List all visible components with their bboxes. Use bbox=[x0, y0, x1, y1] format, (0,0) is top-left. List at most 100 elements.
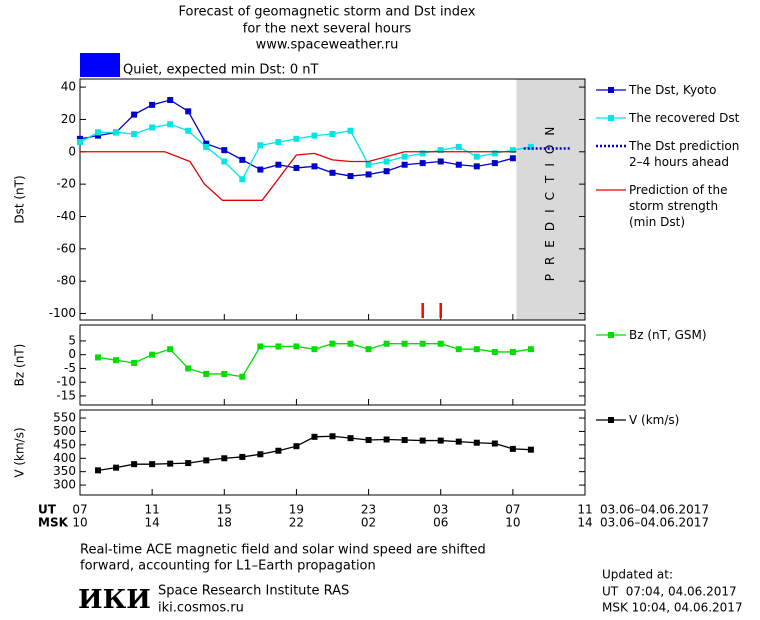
data-point bbox=[329, 130, 336, 137]
data-point bbox=[383, 168, 390, 175]
y-tick-label: -20 bbox=[56, 177, 76, 191]
data-point bbox=[329, 340, 336, 347]
x2-tick-label: 18 bbox=[217, 516, 232, 530]
data-point bbox=[293, 343, 300, 350]
data-point bbox=[491, 150, 498, 157]
x-tick-label: 07 bbox=[72, 503, 87, 517]
data-point bbox=[167, 97, 174, 104]
data-point bbox=[239, 156, 246, 163]
data-point bbox=[95, 467, 102, 474]
data-point bbox=[77, 135, 83, 142]
quiet-label: Quiet, expected min Dst: 0 nT bbox=[123, 63, 318, 78]
data-point bbox=[149, 351, 156, 358]
y-tick-label: 0 bbox=[68, 144, 76, 158]
data-point bbox=[275, 139, 282, 146]
x2-tick-label: 10 bbox=[72, 516, 87, 530]
data-point bbox=[401, 437, 408, 444]
x-tick-label: 19 bbox=[289, 503, 304, 517]
data-point bbox=[419, 437, 426, 444]
y-axis-label: V (km/s) bbox=[13, 427, 27, 477]
data-point bbox=[347, 173, 354, 180]
series-line bbox=[97, 435, 531, 471]
title: Forecast of geomagnetic storm and Dst in… bbox=[178, 5, 475, 20]
x2-tick-label: 22 bbox=[289, 516, 304, 530]
data-point bbox=[509, 348, 516, 355]
updated: Updated at: bbox=[602, 568, 673, 582]
y-tick-label: 0 bbox=[68, 347, 76, 361]
data-point bbox=[131, 130, 138, 137]
plot-frame bbox=[79, 409, 586, 496]
data-point bbox=[383, 340, 390, 347]
data-point bbox=[113, 129, 120, 136]
data-point bbox=[275, 161, 282, 168]
legend-label: Prediction of the storm strength (min Dst) bbox=[629, 183, 728, 229]
date-range: 03.06–04.06.2017 bbox=[600, 503, 709, 517]
y-tick-label: -15 bbox=[56, 388, 76, 402]
x-tick-label: 03 bbox=[433, 503, 448, 517]
data-point bbox=[239, 176, 246, 183]
data-point bbox=[221, 455, 228, 462]
data-point bbox=[185, 127, 192, 134]
data-point bbox=[437, 437, 444, 444]
data-point bbox=[203, 370, 210, 377]
data-point bbox=[365, 437, 372, 444]
data-point bbox=[491, 160, 498, 167]
y-tick-label: 400 bbox=[53, 451, 76, 465]
data-point bbox=[131, 461, 138, 468]
data-point bbox=[257, 343, 264, 350]
updated: UT 07:04, 04.06.2017 bbox=[602, 585, 737, 599]
data-point bbox=[455, 438, 462, 445]
data-point bbox=[167, 346, 174, 353]
data-point bbox=[365, 161, 372, 168]
x-row-label: UT bbox=[38, 503, 57, 517]
updated: MSK 10:04, 04.06.2017 bbox=[602, 601, 743, 615]
data-point bbox=[365, 171, 372, 178]
y-tick-label: -5 bbox=[64, 361, 76, 375]
data-point bbox=[131, 111, 138, 118]
legend-marker bbox=[608, 417, 614, 423]
y-tick-label: 450 bbox=[53, 437, 76, 451]
y-axis-label: Dst (nT) bbox=[13, 175, 27, 223]
data-point bbox=[113, 464, 120, 471]
data-point bbox=[455, 161, 462, 168]
data-point bbox=[311, 163, 318, 170]
x-tick-label: 07 bbox=[505, 503, 520, 517]
data-point bbox=[221, 147, 228, 154]
data-point bbox=[401, 340, 408, 347]
data-point bbox=[203, 143, 210, 150]
data-point bbox=[347, 127, 354, 134]
prediction-zone bbox=[516, 79, 585, 320]
data-point bbox=[437, 158, 444, 165]
data-point bbox=[257, 166, 264, 173]
data-point bbox=[347, 340, 354, 347]
data-point bbox=[239, 453, 246, 460]
legend-marker bbox=[608, 115, 614, 121]
data-point bbox=[329, 169, 336, 176]
data-point bbox=[311, 346, 318, 353]
quiet-swatch bbox=[80, 53, 120, 77]
series-line bbox=[79, 123, 532, 181]
institute: Space Research Institute RAS bbox=[158, 584, 349, 599]
y-tick-label: 20 bbox=[61, 112, 76, 126]
legend-label: The Dst, Kyoto bbox=[628, 83, 716, 97]
plot-frame bbox=[79, 78, 586, 321]
x2-tick-label: 14 bbox=[145, 516, 160, 530]
y-tick-label: 550 bbox=[53, 411, 76, 425]
site: iki.cosmos.ru bbox=[158, 601, 244, 616]
data-point bbox=[473, 153, 480, 160]
x2-tick-label: 06 bbox=[433, 516, 448, 530]
data-point bbox=[329, 433, 336, 440]
note: forward, accounting for L1–Earth propaga… bbox=[80, 559, 376, 574]
plot-frame bbox=[79, 324, 586, 406]
x2-tick-label: 10 bbox=[505, 516, 520, 530]
data-point bbox=[455, 346, 462, 353]
series-line bbox=[80, 151, 517, 201]
data-point bbox=[509, 147, 516, 154]
legend-marker bbox=[608, 332, 614, 338]
y-tick-label: 40 bbox=[61, 80, 76, 94]
data-point bbox=[491, 348, 498, 355]
data-point bbox=[401, 161, 408, 168]
data-point bbox=[437, 147, 444, 154]
data-point bbox=[149, 124, 156, 131]
data-point bbox=[347, 435, 354, 442]
